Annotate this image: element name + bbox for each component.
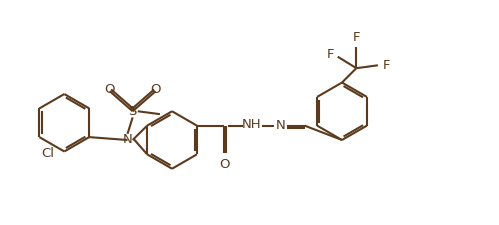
Text: O: O xyxy=(219,158,230,171)
Text: F: F xyxy=(327,48,335,61)
Text: N: N xyxy=(275,119,285,132)
Text: N: N xyxy=(123,133,132,146)
Text: NH: NH xyxy=(242,118,261,131)
Text: S: S xyxy=(128,105,137,118)
Text: F: F xyxy=(383,59,391,72)
Text: Cl: Cl xyxy=(41,147,54,160)
Text: O: O xyxy=(150,83,161,96)
Text: O: O xyxy=(104,83,115,96)
Text: F: F xyxy=(353,31,360,44)
